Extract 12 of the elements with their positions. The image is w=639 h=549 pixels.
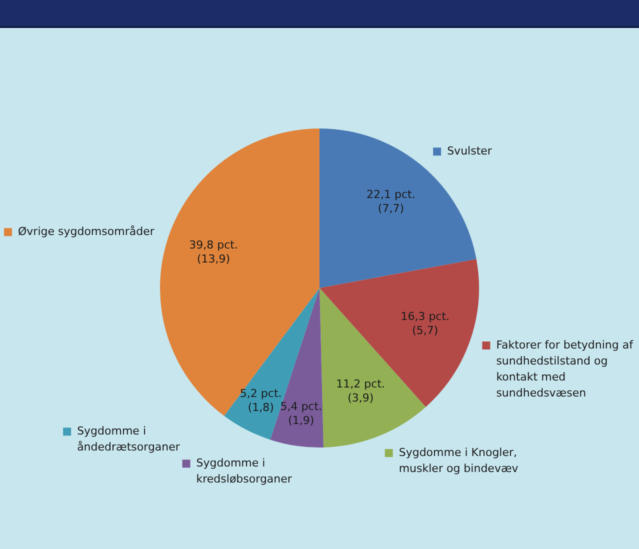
legend-label: Sygdomme i åndedrætsorganer: [77, 424, 180, 454]
data-label: 22,1 pct. (7,7): [366, 188, 416, 216]
legend-label: Svulster: [447, 144, 492, 158]
legend-label: Faktorer for betydning af sundhedstilstand og kontakt med sundhedsvæsen: [496, 338, 634, 400]
data-label: 5,4 pct. (1,9): [280, 400, 322, 428]
data-label: 39,8 pct. (13,9): [189, 238, 238, 266]
data-label: 5,2 pct. (1,8): [240, 387, 282, 414]
data-label: 11,2 pct. (3,9): [336, 378, 386, 405]
legend-label: Sygdomme i Knogler, muskler og bindevæv: [398, 446, 519, 475]
data-label: 16,3 pct. (5,7): [400, 310, 450, 338]
legend-label: Sygdomme i kredsløbsorganer: [196, 456, 292, 486]
legend-label: Øvrige sygdomsområder: [18, 224, 155, 238]
